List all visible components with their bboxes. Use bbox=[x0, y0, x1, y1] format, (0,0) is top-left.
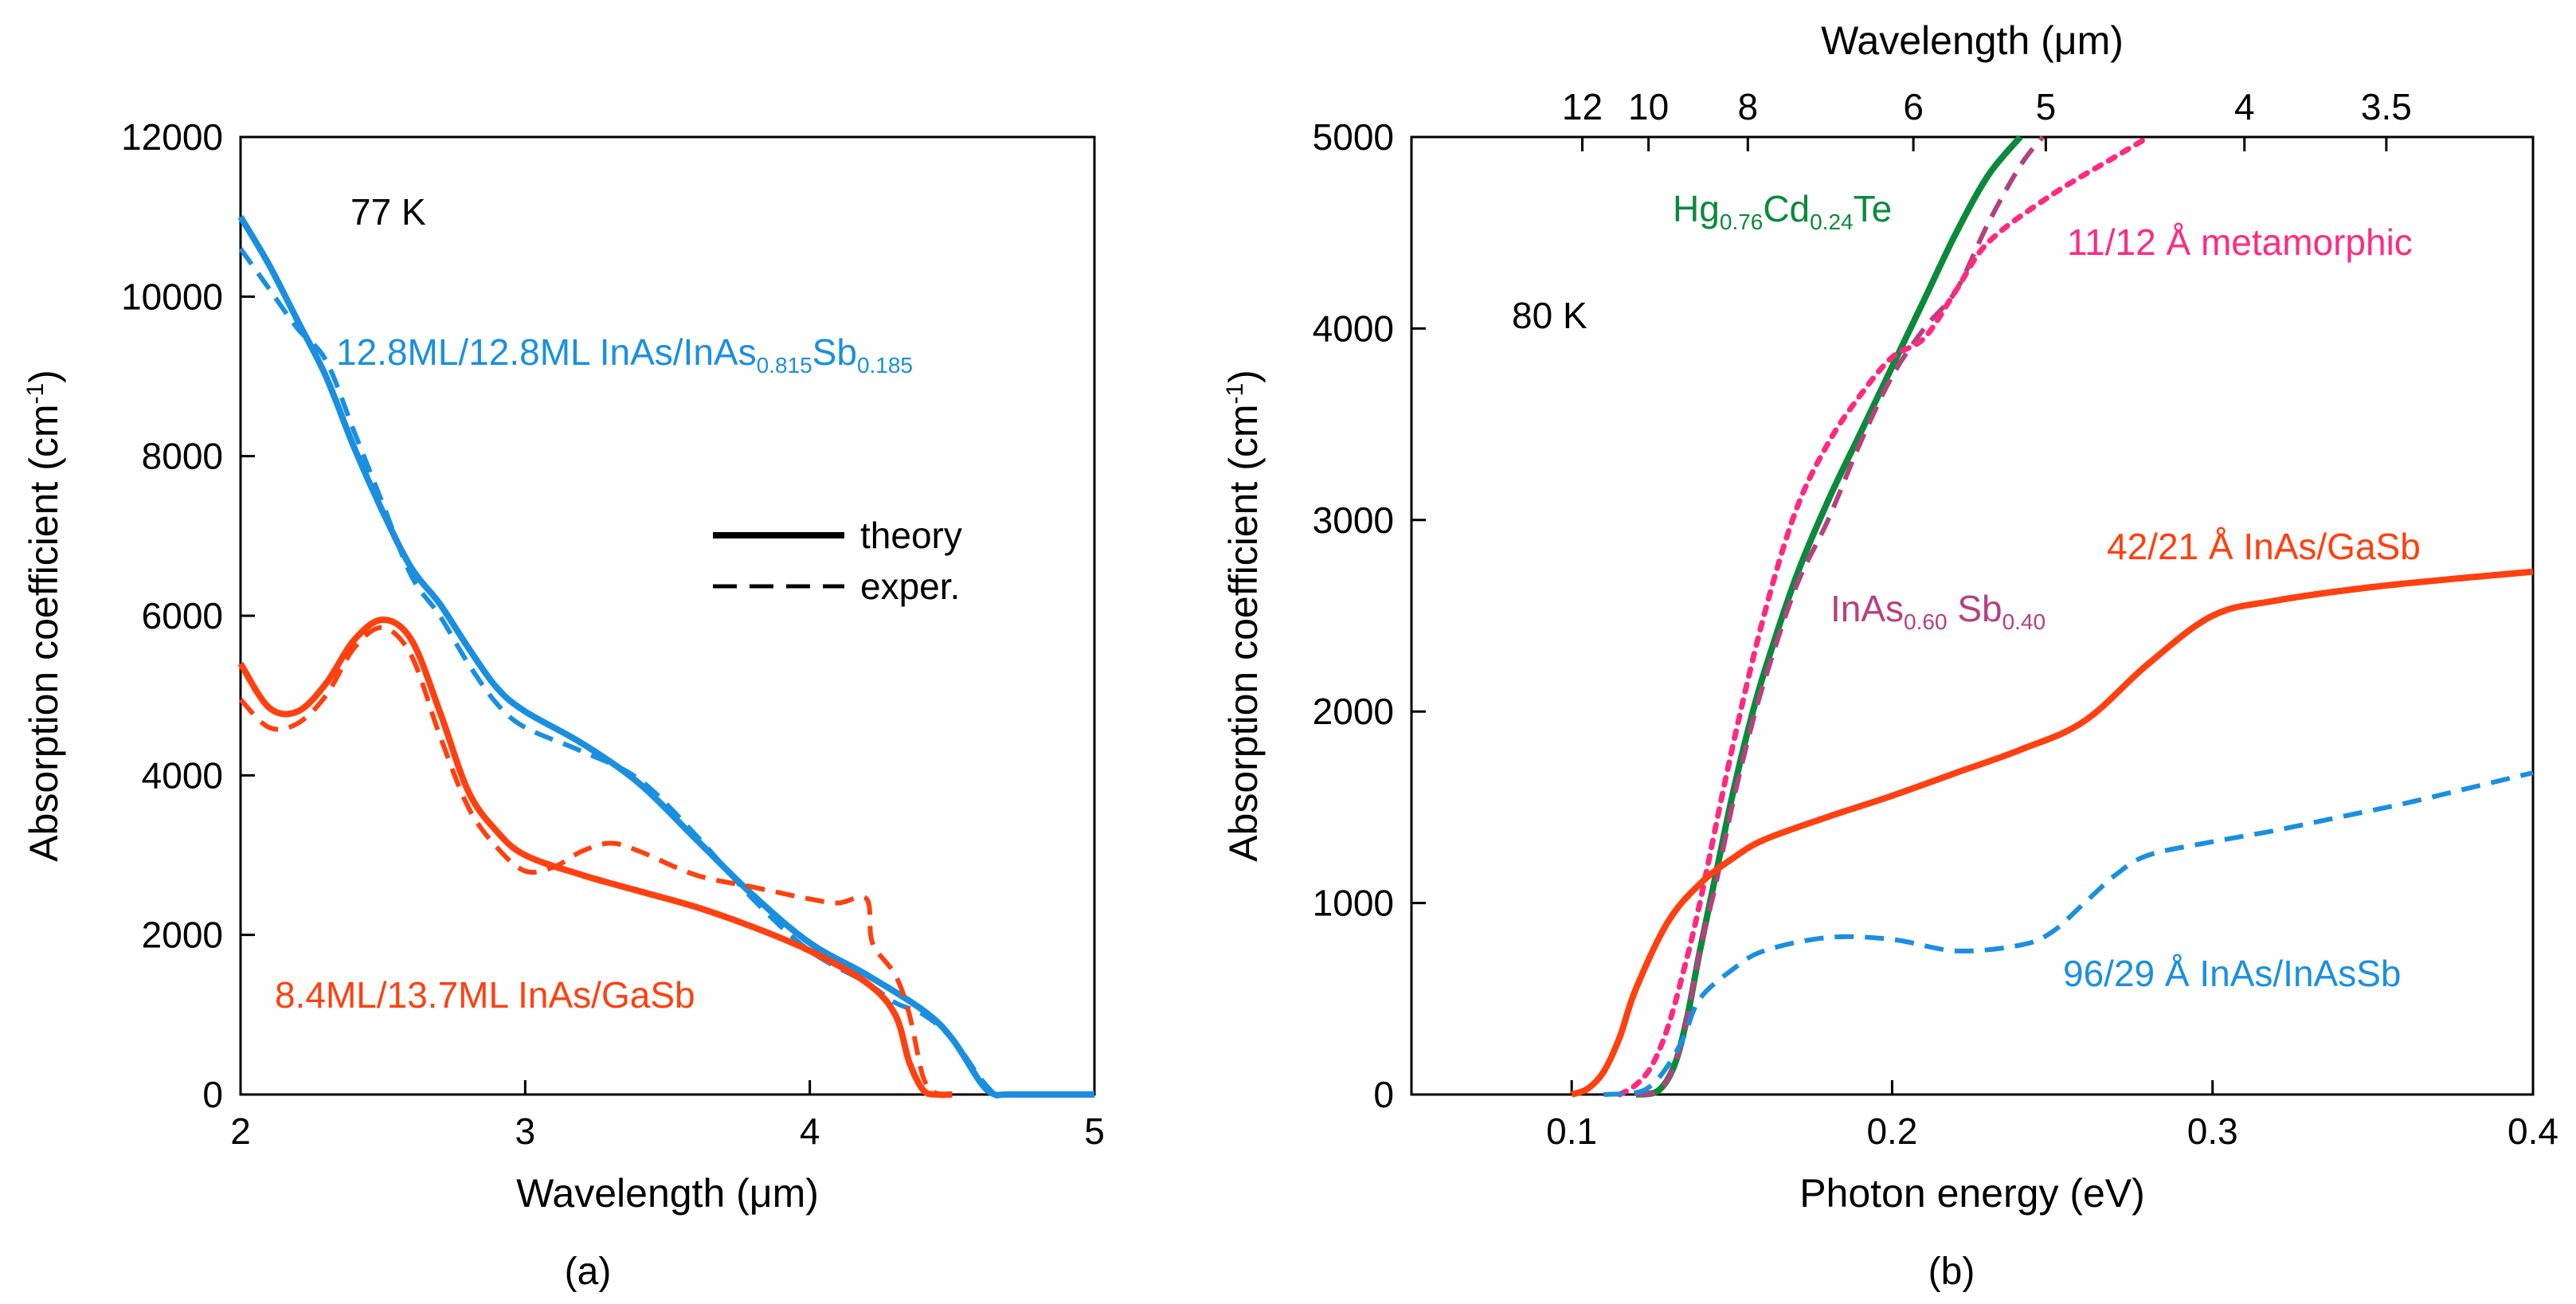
panel-a-series bbox=[237, 215, 1094, 1099]
y-tick-label: 4000 bbox=[142, 754, 223, 796]
y-tick-label: 12000 bbox=[121, 116, 223, 158]
panel-b-hgcdte-label: Hg0.76Cd0.24Te bbox=[1673, 188, 1892, 234]
panel-b-series bbox=[1570, 134, 2534, 1098]
panel-a-blue-label-sub2: 0.185 bbox=[857, 353, 913, 378]
inassb-label-s1: 0.60 bbox=[1904, 609, 1948, 634]
panel-a-caption: (a) bbox=[565, 1251, 612, 1293]
panel-b: 0.1 0.2 0.3 0.4 0 1000 2000 3000 4000 5000 12 10 8… bbox=[1221, 18, 2558, 1293]
panel-a-y-label-sup: -1 bbox=[22, 383, 49, 405]
top-tick-label: 12 bbox=[1562, 86, 1603, 127]
panel-a-blue-label-mid: Sb bbox=[812, 331, 857, 373]
panel-b-inassb-label: InAs0.60 Sb0.40 bbox=[1830, 588, 2046, 634]
inassb-label-a: InAs bbox=[1830, 588, 1904, 629]
hgcdte-label-c: Te bbox=[1854, 188, 1893, 229]
x-tick-label: 3 bbox=[515, 1110, 536, 1152]
legend-theory-label: theory bbox=[860, 515, 962, 556]
panel-b-temperature: 80 K bbox=[1512, 295, 1587, 336]
top-tick-label: 10 bbox=[1628, 86, 1669, 127]
y-tick-label: 5000 bbox=[1313, 116, 1394, 158]
panel-b-inasinassb-label: 96/29 Å InAs/InAsSb bbox=[2063, 953, 2402, 994]
panel-a-y-label-close: ) bbox=[22, 370, 66, 383]
y-tick-label: 10000 bbox=[121, 276, 223, 317]
panel-b-x-ticks: 0.1 0.2 0.3 0.4 bbox=[1546, 1080, 2558, 1152]
panel-a-y-axis-label: Absorption coefficient (cm-1) bbox=[22, 370, 66, 862]
y-tick-label: 2000 bbox=[1313, 691, 1394, 732]
x-tick-label: 5 bbox=[1084, 1110, 1105, 1152]
x-tick-label: 0.2 bbox=[1866, 1110, 1917, 1152]
top-tick-label: 4 bbox=[2234, 86, 2255, 127]
legend-exper-label: exper. bbox=[860, 566, 960, 607]
panel-b-y-ticks: 0 1000 2000 3000 4000 5000 bbox=[1313, 116, 1426, 1115]
y-tick-label: 8000 bbox=[142, 436, 223, 477]
y-tick-label: 4000 bbox=[1313, 307, 1394, 349]
y-tick-label: 1000 bbox=[1313, 883, 1394, 924]
panel-a-blue-label-sub1: 0.815 bbox=[757, 353, 812, 378]
panel-a-blue-series-label: 12.8ML/12.8ML InAs/InAs0.815Sb0.185 bbox=[336, 331, 913, 378]
panel-a-blue-label-main: 12.8ML/12.8ML InAs/InAs bbox=[336, 331, 757, 373]
x-tick-label: 2 bbox=[230, 1110, 251, 1152]
panel-b-y-label-sup: -1 bbox=[1222, 383, 1248, 405]
y-tick-label: 0 bbox=[202, 1074, 223, 1115]
series-line-8-4ml-13-7ml-inas-gasb-theory bbox=[237, 617, 953, 1098]
x-tick-label: 0.1 bbox=[1546, 1110, 1597, 1152]
panel-a-y-label-main: Absorption coefficient (cm bbox=[22, 405, 66, 862]
panel-b-metamorphic-label: 11/12 Å metamorphic bbox=[2067, 221, 2413, 263]
panel-b-top-axis-label: Wavelength (μm) bbox=[1821, 18, 2124, 63]
panel-b-top-wavelength-ticks: 12 10 8 6 5 4 3.5 bbox=[1562, 86, 2412, 151]
panel-a-legend: theory exper. bbox=[713, 515, 962, 607]
panel-b-y-axis-label: Absorption coefficient (cm-1) bbox=[1221, 370, 1266, 862]
hgcdte-label-s2: 0.24 bbox=[1810, 210, 1854, 234]
y-tick-label: 3000 bbox=[1313, 499, 1394, 541]
series-line-12-8ml-12-8ml-inas-inas0-815sb0-185-exper bbox=[238, 247, 997, 1097]
panel-a: 2 3 4 5 0 2000 4000 6000 8000 10000 12000 77 K 12… bbox=[22, 116, 1105, 1293]
series-line-11-12-metamorphic bbox=[1617, 134, 2151, 1098]
panel-b-x-axis-label: Photon energy (eV) bbox=[1799, 1171, 2145, 1216]
panel-b-caption: (b) bbox=[1928, 1251, 1975, 1293]
hgcdte-label-a: Hg bbox=[1673, 188, 1720, 229]
hgcdte-label-s1: 0.76 bbox=[1720, 210, 1764, 234]
y-tick-label: 6000 bbox=[142, 595, 223, 636]
panel-a-red-series-label: 8.4ML/13.7ML InAs/GaSb bbox=[275, 974, 695, 1016]
panel-b-y-label-main: Absorption coefficient (cm bbox=[1221, 405, 1266, 862]
panel-a-y-ticks: 0 2000 4000 6000 8000 10000 12000 bbox=[121, 116, 255, 1115]
panel-a-plot-frame bbox=[239, 135, 1096, 1096]
y-tick-label: 0 bbox=[1373, 1074, 1394, 1115]
x-tick-label: 0.4 bbox=[2507, 1110, 2558, 1152]
top-tick-label: 3.5 bbox=[2361, 86, 2412, 127]
y-tick-label: 2000 bbox=[142, 914, 223, 956]
inassb-label-b: Sb bbox=[1948, 588, 2002, 629]
series-line-42-21-inas-gasb bbox=[1570, 568, 2534, 1098]
top-tick-label: 8 bbox=[1738, 86, 1759, 127]
x-tick-label: 4 bbox=[800, 1110, 820, 1152]
panel-a-x-axis-label: Wavelength (μm) bbox=[516, 1171, 819, 1216]
panel-b-y-label-close: ) bbox=[1221, 370, 1266, 383]
panel-a-temperature: 77 K bbox=[350, 191, 426, 233]
panel-a-x-ticks: 2 3 4 5 bbox=[230, 1080, 1105, 1152]
series-line-8-4ml-13-7ml-inas-gasb-exper bbox=[238, 625, 940, 1097]
series-line-96-29-inas-inassb bbox=[1603, 770, 2534, 1097]
x-tick-label: 0.3 bbox=[2187, 1110, 2238, 1152]
panel-b-plot-frame bbox=[1410, 135, 2535, 1096]
panel-b-gasb-label: 42/21 Å InAs/GaSb bbox=[2107, 526, 2421, 567]
hgcdte-label-b: Cd bbox=[1763, 188, 1810, 229]
top-tick-label: 5 bbox=[2036, 86, 2057, 127]
inassb-label-s2: 0.40 bbox=[2002, 609, 2046, 634]
top-tick-label: 6 bbox=[1903, 86, 1924, 127]
